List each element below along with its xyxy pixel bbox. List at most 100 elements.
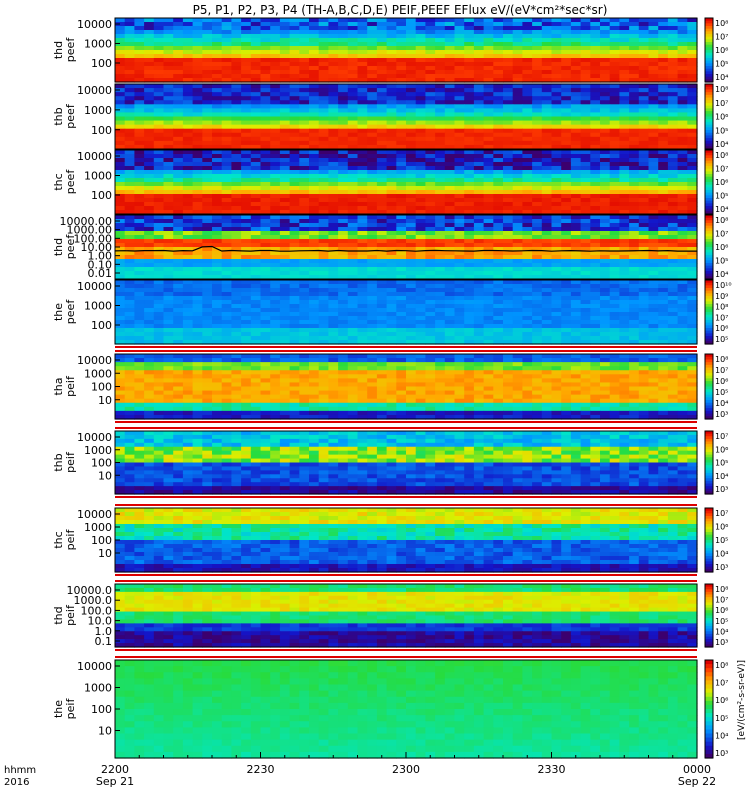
heatmap-cell [590, 243, 600, 248]
heatmap-cell [261, 190, 271, 195]
heatmap-cell [290, 292, 300, 297]
heatmap-cell [338, 296, 348, 301]
heatmap-cell [241, 251, 251, 256]
heatmap-cell [251, 308, 261, 313]
heatmap-cell [532, 223, 542, 228]
heatmap-cell [251, 300, 261, 305]
heatmap-cell [115, 267, 125, 272]
heatmap-cell [445, 18, 455, 23]
heatmap-cell [202, 255, 212, 260]
heatmap-cell [445, 162, 455, 167]
heatmap-cell [319, 104, 329, 109]
heatmap-cell [222, 141, 232, 146]
heatmap-cell [474, 288, 484, 293]
heatmap-cell [552, 108, 562, 113]
heatmap-cell [183, 178, 193, 183]
heatmap-cell [251, 263, 261, 268]
heatmap-cell [328, 42, 338, 47]
heatmap-cell [202, 154, 212, 159]
heatmap-cell [542, 235, 552, 240]
heatmap-cell [610, 58, 620, 63]
heatmap-cell [154, 129, 164, 134]
heatmap-cell [513, 251, 523, 256]
heatmap-cell [687, 70, 697, 75]
heatmap-cell [164, 70, 174, 75]
heatmap-cell [484, 66, 494, 71]
heatmap-cell [134, 133, 144, 138]
heatmap-cell [387, 42, 397, 47]
heatmap-cell [154, 100, 164, 105]
heatmap-cell [387, 84, 397, 89]
heatmap-cell [367, 154, 377, 159]
heatmap-cell [270, 227, 280, 232]
heatmap-cell [687, 158, 697, 163]
heatmap-cell [484, 186, 494, 191]
heatmap-cell [144, 316, 154, 321]
heatmap-cell [532, 251, 542, 256]
heatmap-cell [309, 18, 319, 23]
heatmap-cell [183, 54, 193, 59]
heatmap-cell [309, 304, 319, 309]
heatmap-cell [222, 336, 232, 341]
heatmap-cell [600, 231, 610, 236]
heatmap-cell [338, 223, 348, 228]
heatmap-cell [552, 104, 562, 109]
heatmap-cell [474, 54, 484, 59]
heatmap-cell [629, 162, 639, 167]
heatmap-cell [649, 117, 659, 122]
heatmap-cell [358, 121, 368, 126]
heatmap-cell [280, 170, 290, 175]
heatmap-cell [183, 206, 193, 211]
heatmap-cell [164, 206, 174, 211]
heatmap-cell [144, 38, 154, 43]
heatmap-cell [358, 88, 368, 93]
heatmap-cell [348, 292, 358, 297]
heatmap-cell [649, 280, 659, 285]
heatmap-cell [493, 88, 503, 93]
heatmap-cell [173, 166, 183, 171]
heatmap-cell [484, 158, 494, 163]
heatmap-cell [503, 284, 513, 289]
heatmap-cell [261, 280, 271, 285]
heatmap-cell [270, 166, 280, 171]
heatmap-cell [348, 112, 358, 117]
heatmap-cell [610, 194, 620, 199]
heatmap-cell [503, 227, 513, 232]
heatmap-cell [358, 46, 368, 51]
heatmap-cell [261, 292, 271, 297]
heatmap-cell [542, 150, 552, 155]
heatmap-cell [280, 324, 290, 329]
heatmap-cell [212, 304, 222, 309]
heatmap-cell [299, 38, 309, 43]
heatmap-cell [212, 267, 222, 272]
heatmap-cell [629, 178, 639, 183]
heatmap-cell [542, 84, 552, 89]
heatmap-cell [600, 190, 610, 195]
heatmap-cell [464, 70, 474, 75]
heatmap-cell [464, 243, 474, 248]
heatmap-cell [610, 129, 620, 134]
heatmap-cell [231, 190, 241, 195]
heatmap-cell [309, 150, 319, 155]
heatmap-cell [290, 150, 300, 155]
heatmap-cell [202, 38, 212, 43]
heatmap-cell [639, 223, 649, 228]
heatmap-cell [639, 316, 649, 321]
heatmap-cell [115, 239, 125, 244]
heatmap-cell [629, 174, 639, 179]
heatmap-cell [493, 215, 503, 220]
heatmap-cell [348, 74, 358, 79]
heatmap-cell [134, 125, 144, 130]
heatmap-cell [571, 100, 581, 105]
heatmap-cell [328, 186, 338, 191]
heatmap-cell [687, 231, 697, 236]
heatmap-cell [358, 125, 368, 130]
heatmap-cell [590, 22, 600, 27]
heatmap-cell [678, 292, 688, 297]
chart-title: P5, P1, P2, P3, P4 (TH-A,B,C,D,E) PEIF,P… [193, 3, 608, 17]
heatmap-cell [338, 66, 348, 71]
heatmap-cell [309, 108, 319, 113]
heatmap-cell [581, 292, 591, 297]
heatmap-cell [425, 66, 435, 71]
heatmap-cell [493, 150, 503, 155]
